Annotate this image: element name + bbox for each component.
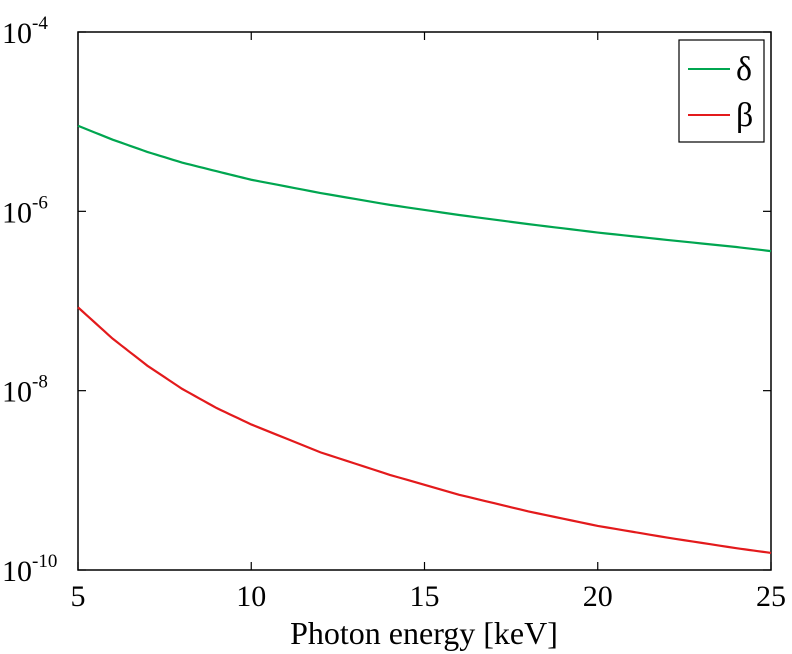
series-line bbox=[77, 306, 772, 555]
legend-label-beta: β bbox=[736, 97, 753, 134]
y-tick-exponent: -6 bbox=[32, 192, 48, 213]
y-tick-base: 10 bbox=[2, 376, 32, 409]
x-tick-label: 5 bbox=[71, 580, 86, 613]
series-layer bbox=[77, 124, 772, 555]
legend-box bbox=[678, 39, 765, 143]
y-tick-label: 10-8 bbox=[2, 372, 48, 409]
y-tick-exponent: -4 bbox=[32, 13, 48, 34]
y-tick-base: 10 bbox=[2, 196, 32, 229]
x-tick-label: 10 bbox=[236, 580, 266, 613]
plot-area bbox=[77, 31, 772, 571]
x-tick-label: 25 bbox=[756, 580, 786, 613]
x-tick-label: 20 bbox=[583, 580, 613, 613]
y-tick-label: 10-6 bbox=[2, 192, 48, 229]
series-line bbox=[77, 124, 772, 253]
y-tick-base: 10 bbox=[2, 17, 32, 50]
x-tick-label: 15 bbox=[410, 580, 440, 613]
tick-marks bbox=[77, 31, 772, 571]
legend-label-delta: δ bbox=[736, 51, 752, 88]
legend: δ β bbox=[678, 39, 765, 143]
y-tick-base: 10 bbox=[2, 555, 32, 588]
y-tick-exponent: -10 bbox=[32, 551, 57, 572]
x-axis-title: Photon energy [keV] bbox=[290, 615, 558, 651]
y-tick-label: 10-4 bbox=[2, 13, 48, 50]
y-tick-label: 10-10 bbox=[2, 551, 57, 588]
y-tick-exponent: -8 bbox=[32, 372, 48, 393]
